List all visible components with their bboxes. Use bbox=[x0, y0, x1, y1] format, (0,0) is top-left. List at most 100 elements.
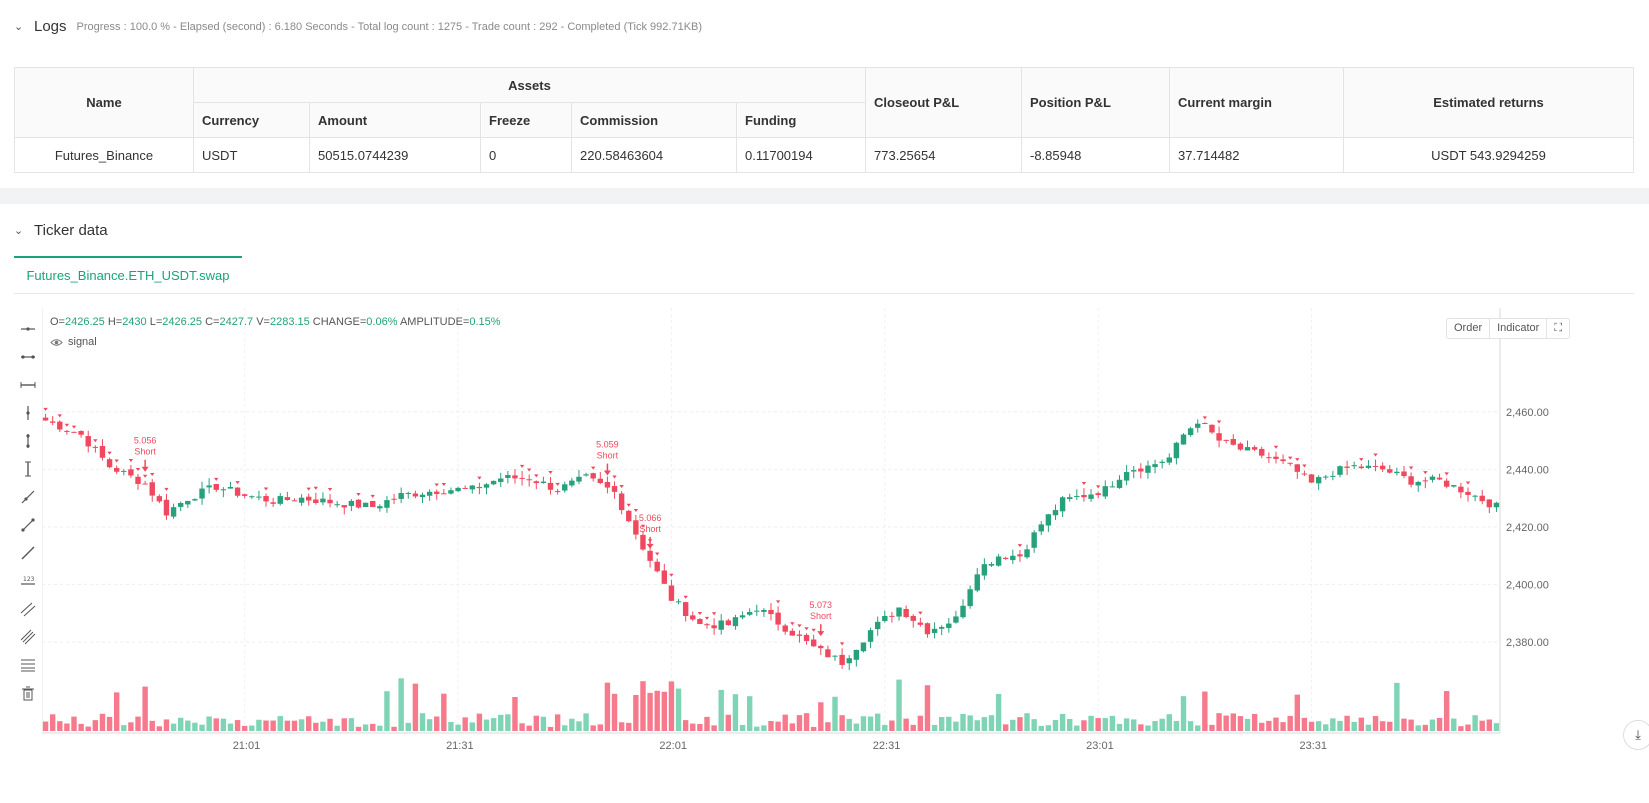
horizontal-segment-icon[interactable] bbox=[14, 343, 42, 371]
volume-bar bbox=[1323, 724, 1329, 731]
signal-marker bbox=[57, 414, 62, 418]
vertical-line-icon[interactable] bbox=[14, 455, 42, 483]
trend-line-icon[interactable] bbox=[14, 539, 42, 567]
signal-marker bbox=[1302, 464, 1307, 468]
candle-body bbox=[419, 494, 426, 498]
candle-body bbox=[1387, 469, 1393, 473]
candle-body bbox=[562, 484, 568, 491]
fullscreen-icon[interactable]: ⛶ bbox=[1554, 322, 1563, 334]
ticker-header[interactable]: ⌄ Ticker data bbox=[14, 222, 108, 239]
volume-bar bbox=[42, 721, 49, 731]
candle-body bbox=[1465, 491, 1471, 495]
candle-body bbox=[113, 467, 120, 472]
candle-body bbox=[754, 610, 760, 612]
candle-body bbox=[64, 430, 70, 432]
volume-bar bbox=[1152, 721, 1158, 731]
horizontal-ray-icon[interactable] bbox=[14, 315, 42, 343]
volume-bar bbox=[825, 722, 831, 731]
candle-body bbox=[177, 503, 184, 507]
assets-table: Name Assets Closeout P&L Position P&L Cu… bbox=[14, 67, 1634, 173]
volume-bar bbox=[1436, 717, 1443, 731]
order-button[interactable]: Order bbox=[1447, 319, 1491, 338]
volume-bar bbox=[462, 717, 468, 731]
cell-name: Futures_Binance bbox=[14, 137, 194, 173]
candle-body bbox=[611, 486, 618, 492]
col-amount: Amount bbox=[309, 102, 481, 138]
candle-body bbox=[682, 602, 689, 617]
close-label: C= bbox=[205, 316, 220, 328]
eye-icon[interactable] bbox=[50, 338, 63, 347]
volume-bar bbox=[334, 725, 340, 731]
amplitude-value: 0.15% bbox=[469, 316, 501, 328]
vertical-ray-icon[interactable] bbox=[14, 399, 42, 427]
volume-bar bbox=[1002, 724, 1009, 731]
signal-marker bbox=[164, 487, 169, 491]
candle-body bbox=[974, 574, 980, 591]
signal-marker bbox=[804, 627, 809, 631]
candle-body bbox=[547, 482, 554, 490]
signal-marker bbox=[477, 476, 482, 480]
table-row: Futures_Binance USDT 50515.0744239 0 220… bbox=[14, 137, 1634, 173]
volume-bar bbox=[490, 718, 497, 731]
candle-body bbox=[1138, 468, 1144, 472]
candle-body bbox=[967, 589, 973, 607]
candle-body bbox=[960, 605, 966, 618]
channel-icon[interactable] bbox=[14, 623, 42, 651]
fibonacci-icon[interactable] bbox=[14, 651, 42, 679]
signal-value: 5.066 bbox=[639, 513, 662, 523]
volume-bar bbox=[526, 725, 532, 731]
candle-body bbox=[590, 473, 596, 479]
candle-body bbox=[291, 500, 298, 502]
signal-legend[interactable]: signal bbox=[50, 336, 97, 348]
vertical-segment-icon[interactable] bbox=[14, 427, 42, 455]
volume-bar bbox=[64, 723, 70, 731]
signal-marker bbox=[313, 486, 319, 490]
tab-eth-usdt-swap[interactable]: Futures_Binance.ETH_USDT.swap bbox=[14, 256, 242, 293]
volume-bar bbox=[327, 718, 333, 731]
candle-body bbox=[924, 623, 931, 635]
volume-bar bbox=[697, 724, 703, 731]
indicator-button[interactable]: Indicator bbox=[1490, 319, 1548, 338]
signal-marker bbox=[633, 508, 639, 512]
signal-marker bbox=[263, 487, 269, 491]
logs-header[interactable]: ⌄ Logs Progress : 100.0 % - Elapsed (sec… bbox=[14, 18, 702, 35]
signal-marker bbox=[306, 487, 311, 491]
candle-body bbox=[583, 474, 589, 476]
candle-body bbox=[1145, 465, 1151, 473]
drawing-toolbar: 123 bbox=[14, 315, 42, 707]
horizontal-line-icon[interactable] bbox=[14, 371, 42, 399]
volume-bar bbox=[569, 718, 575, 731]
scroll-to-latest-icon[interactable]: ⤓ bbox=[1623, 720, 1649, 750]
low-value: 2426.25 bbox=[162, 316, 203, 328]
volume-bar bbox=[1266, 720, 1272, 731]
cell-freeze: 0 bbox=[480, 137, 572, 173]
volume-bar bbox=[1251, 713, 1258, 731]
candle-body bbox=[1223, 439, 1229, 441]
signal-marker bbox=[626, 503, 631, 507]
trend-ray-icon[interactable] bbox=[14, 483, 42, 511]
candle-body bbox=[263, 496, 269, 502]
candlestick-chart[interactable]: 2,380.00 2,400.00 2,420.00 2,440.00 2,460.00… bbox=[42, 308, 1649, 803]
volume-bar bbox=[1166, 714, 1172, 731]
candle-body bbox=[106, 459, 113, 468]
candle-body bbox=[1195, 423, 1201, 428]
trend-segment-icon[interactable] bbox=[14, 511, 42, 539]
volume-value: 2283.15 bbox=[269, 316, 310, 328]
trash-icon[interactable] bbox=[14, 679, 42, 707]
volume-bar bbox=[739, 724, 746, 731]
chevron-down-icon[interactable]: ⌄ bbox=[14, 225, 24, 237]
candle-body bbox=[490, 480, 497, 485]
parallel-line-icon[interactable] bbox=[14, 595, 42, 623]
candle-body bbox=[448, 490, 454, 494]
candle-body bbox=[412, 493, 419, 497]
price-line-icon[interactable]: 123 bbox=[14, 567, 42, 595]
chevron-down-icon[interactable]: ⌄ bbox=[14, 21, 24, 33]
candle-body bbox=[505, 475, 511, 478]
candle-body bbox=[1244, 447, 1251, 451]
volume-bar bbox=[946, 716, 952, 731]
volume-bar bbox=[754, 726, 760, 731]
candle-body bbox=[49, 421, 56, 423]
candle-body bbox=[234, 487, 241, 496]
signal-marker bbox=[43, 407, 48, 411]
candle-body bbox=[462, 487, 468, 489]
